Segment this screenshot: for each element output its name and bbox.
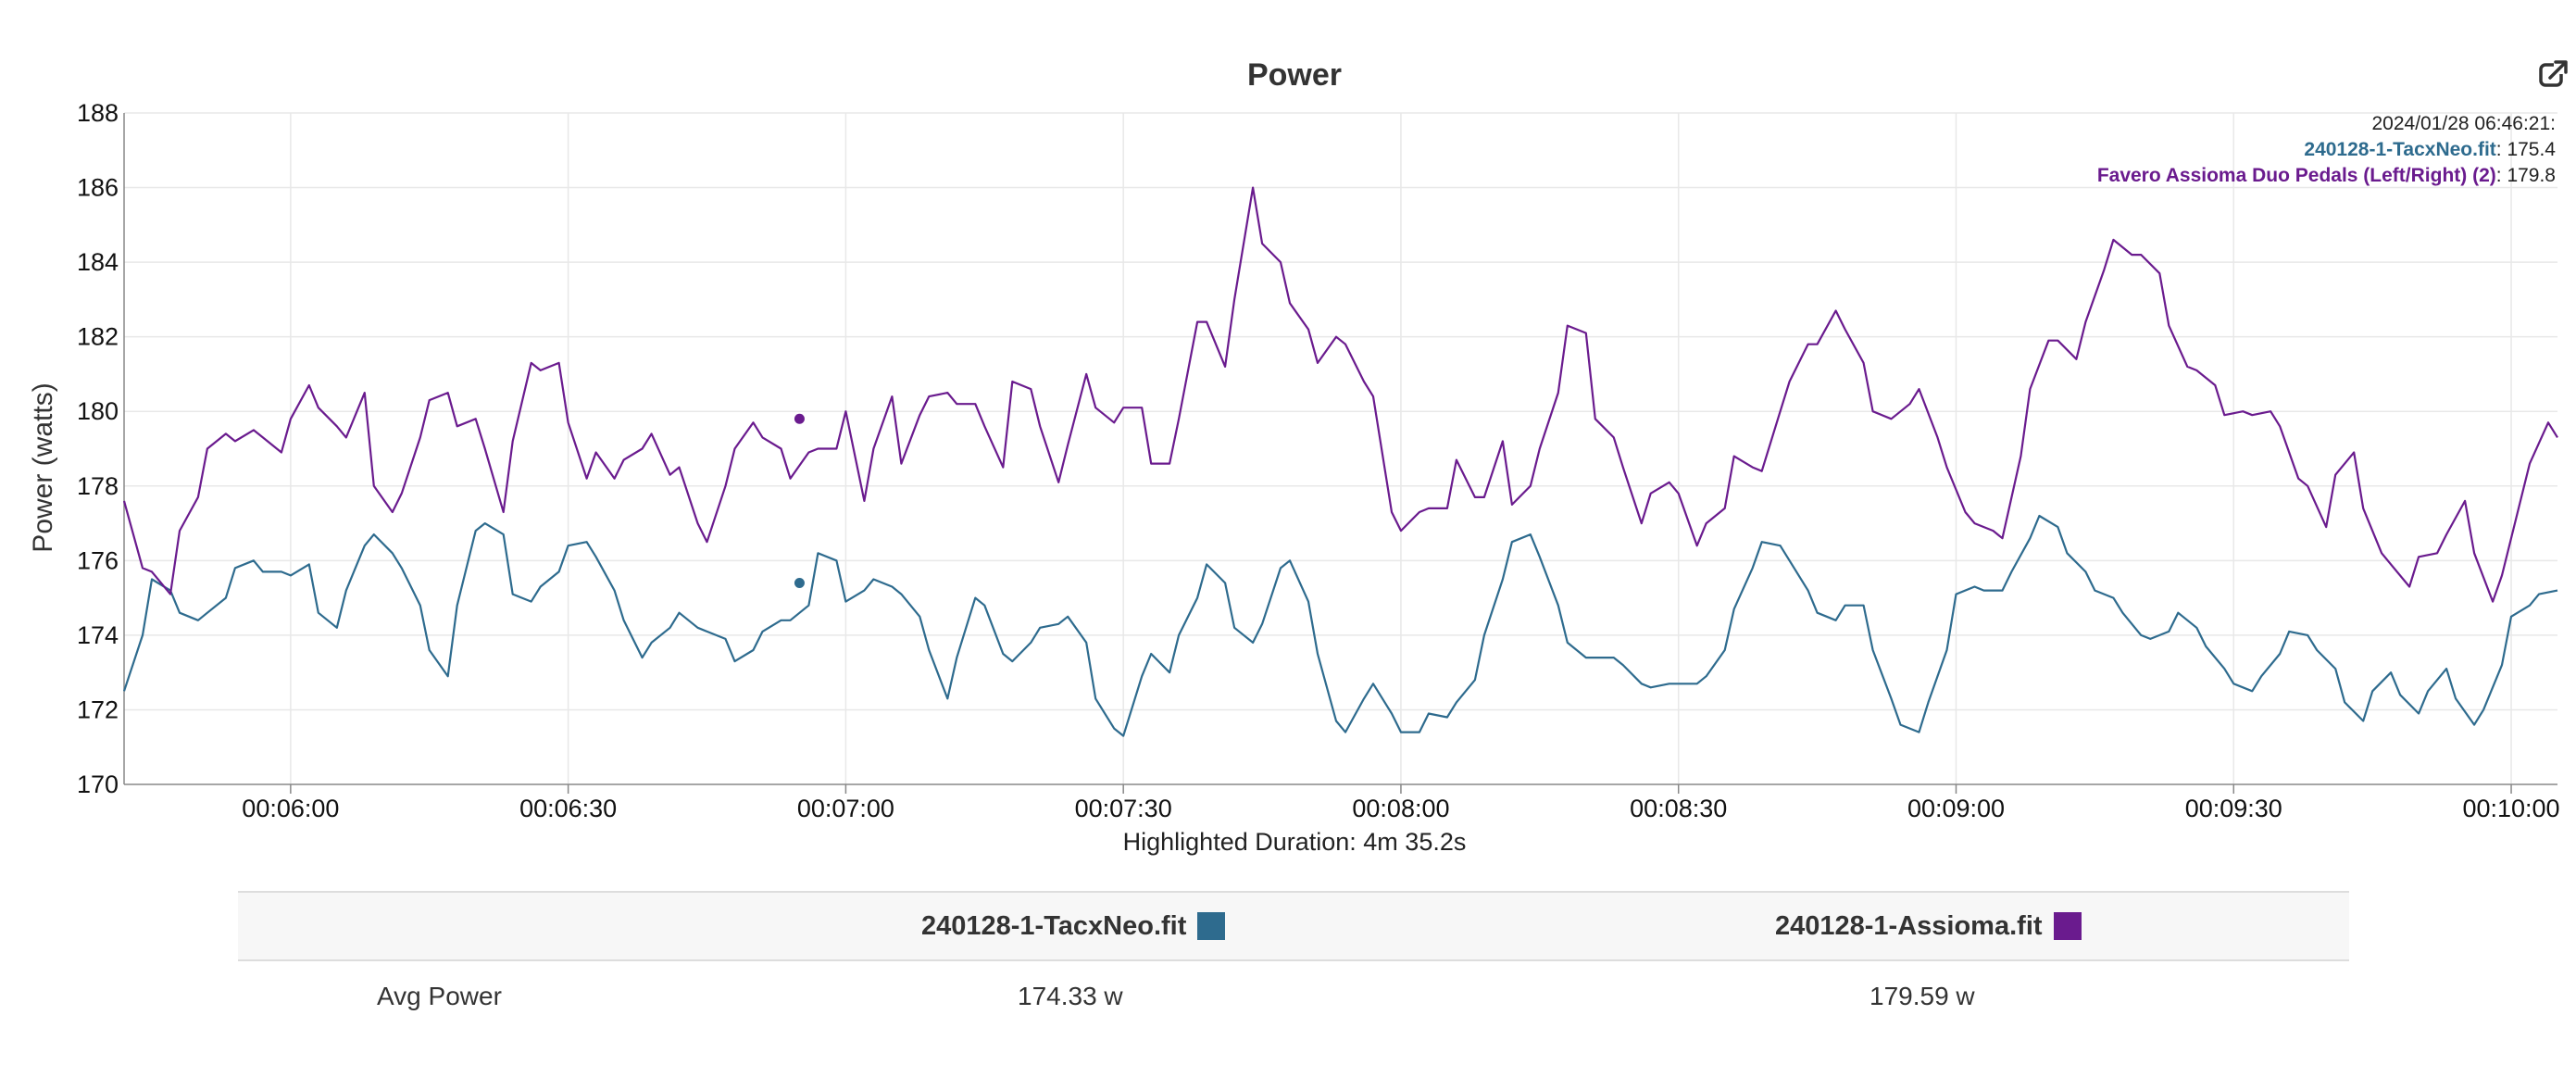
stats-value-assioma: 179.59 w: [1869, 982, 1975, 1010]
y-tick-label: 180: [77, 397, 119, 425]
x-tick-label: 00:07:30: [1075, 795, 1172, 822]
chart-title: Power: [1247, 57, 1342, 93]
power-chart[interactable]: Power 170 172 174 176 178 180 182 184 186 188 00:…: [0, 0, 2576, 889]
y-axis-label: Power (watts): [28, 382, 58, 552]
y-tick-label: 176: [77, 546, 119, 574]
x-tick-label: 00:10:00: [2462, 795, 2559, 822]
x-tick-label: 00:06:30: [519, 795, 617, 822]
tooltip-assioma-name: Favero Assioma Duo Pedals (Left/Right) (…: [2097, 165, 2496, 186]
x-tick-label: 00:09:00: [1907, 795, 2005, 822]
y-tick-label: 184: [77, 248, 119, 276]
external-link-icon[interactable]: [2537, 57, 2570, 91]
tacx-color-swatch: [1197, 912, 1226, 940]
x-tick-label: 00:08:30: [1630, 795, 1727, 822]
tooltip-tacx-value: 175.4: [2507, 139, 2556, 160]
y-tick-label: 186: [77, 174, 119, 202]
stats-col-assioma-label: 240128-1-Assioma.fit: [1775, 910, 2043, 941]
stats-col-assioma: 240128-1-Assioma.fit: [1775, 893, 2082, 959]
stats-value-tacx: 174.33 w: [1018, 982, 1123, 1010]
y-tick-label: 174: [77, 621, 119, 649]
series-line-assioma[interactable]: [122, 186, 2558, 603]
table-row: Avg Power 174.33 w 179.59 w: [238, 961, 2349, 1032]
hover-tooltip: 2024/01/28 06:46:21: 240128-1-TacxNeo.fi…: [2097, 113, 2556, 186]
tooltip-tacx-name: 240128-1-TacxNeo.fit: [2304, 139, 2495, 160]
x-tick-label: 00:09:30: [2185, 795, 2282, 822]
y-tick-label: 182: [77, 323, 119, 351]
stats-table: 240128-1-TacxNeo.fit 240128-1-Assioma.fi…: [238, 891, 2349, 1032]
stats-header-row: 240128-1-TacxNeo.fit 240128-1-Assioma.fi…: [238, 891, 2349, 961]
stats-row-label: Avg Power: [377, 982, 502, 1010]
stats-col-tacx-label: 240128-1-TacxNeo.fit: [921, 910, 1187, 941]
series-line-tacxneo[interactable]: [122, 514, 2558, 737]
tooltip-line-assioma: Favero Assioma Duo Pedals (Left/Right) (…: [2097, 165, 2556, 186]
stats-col-tacx: 240128-1-TacxNeo.fit: [921, 893, 1226, 959]
y-tick-label: 172: [77, 695, 119, 723]
highlighted-duration-label: Highlighted Duration: 4m 35.2s: [1123, 828, 1467, 856]
x-tick-label: 00:08:00: [1352, 795, 1449, 822]
y-tick-label: 188: [77, 99, 119, 127]
x-tick-label: 00:06:00: [242, 795, 339, 822]
highlight-marker-assioma: [794, 413, 805, 424]
tooltip-time: 2024/01/28 06:46:21:: [2371, 113, 2556, 134]
assioma-color-swatch: [2053, 912, 2082, 940]
highlight-marker-tacxneo: [794, 578, 805, 588]
tooltip-assioma-value: 179.8: [2507, 165, 2556, 186]
y-tick-label: 178: [77, 472, 119, 500]
x-tick-label: 00:07:00: [797, 795, 894, 822]
tooltip-line-tacx: 240128-1-TacxNeo.fit: 175.4: [2304, 139, 2556, 160]
y-tick-label: 170: [77, 771, 119, 798]
